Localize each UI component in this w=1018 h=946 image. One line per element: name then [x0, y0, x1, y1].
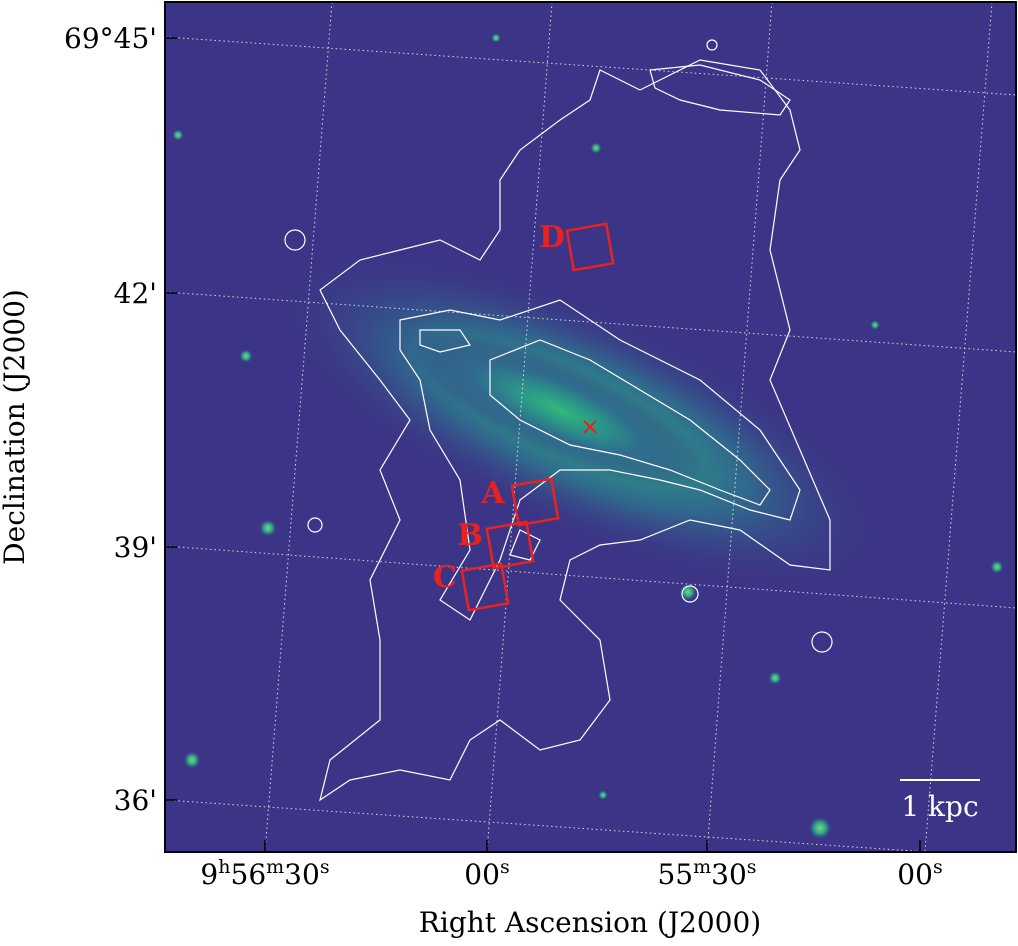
grid — [165, 2, 1016, 852]
y-tick-label: 39' — [114, 531, 157, 564]
x-tick-label: 00s — [897, 856, 942, 891]
y-tick-label: 69°45' — [64, 22, 157, 55]
center-marker — [583, 420, 597, 434]
x-axis-label: Right Ascension (J2000) — [419, 906, 761, 939]
y-axis-label: Declination (J2000) — [0, 289, 31, 565]
x-tick-label: 55m30s — [657, 856, 756, 891]
y-tick-label: 36' — [114, 784, 157, 817]
regions — [460, 222, 615, 612]
frame — [164, 1, 1017, 853]
stars — [172, 33, 1004, 840]
region-label: B — [457, 518, 482, 553]
x-ticks: 9h56m30s 00s 55m30s 00s — [200, 840, 943, 891]
image: 1 kpc D A B C — [165, 2, 1016, 852]
contours — [284, 39, 833, 802]
y-ticks: 69°45' 42' 39' 36' — [64, 22, 177, 817]
x-tick-label: 00s — [464, 856, 509, 891]
region-label: D — [539, 220, 565, 255]
region-label: A — [480, 476, 505, 511]
region-label: C — [433, 560, 457, 595]
y-tick-label: 42' — [114, 277, 157, 310]
scale-label: 1 kpc — [901, 790, 978, 823]
x-tick-label: 9h56m30s — [200, 856, 329, 891]
region-labels: D A B C — [433, 220, 565, 595]
